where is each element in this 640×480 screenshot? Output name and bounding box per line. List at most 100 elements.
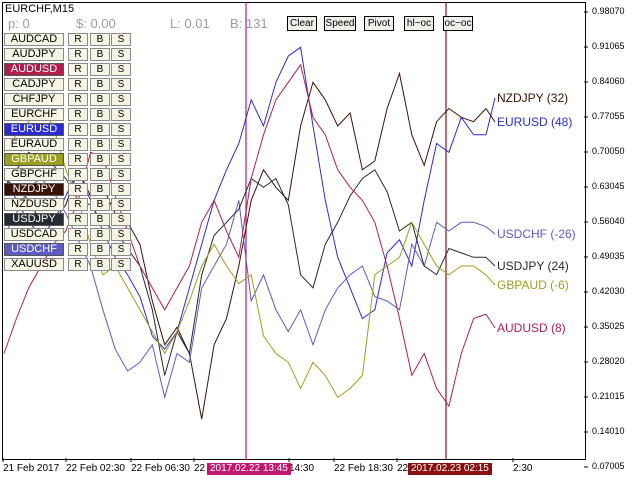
- b-button[interactable]: B: [90, 123, 110, 136]
- series-connector-audusd: [485, 313, 496, 329]
- b-button[interactable]: B: [90, 228, 110, 241]
- y-tick-label: 0.35025: [592, 321, 625, 331]
- x-tick-label: 22 F: [397, 463, 418, 474]
- x-tick-label: 14:30: [289, 463, 315, 474]
- x-tick-label: 22 Feb 06:30: [131, 463, 190, 474]
- speed-button[interactable]: Speed: [324, 16, 356, 31]
- s-button[interactable]: S: [111, 123, 131, 136]
- series-connector-gbpaud: [485, 274, 496, 286]
- r-button[interactable]: R: [68, 168, 88, 181]
- r-button[interactable]: R: [68, 33, 88, 46]
- clear-button[interactable]: Clear: [287, 16, 317, 31]
- series-line-usdchf: [3, 177, 487, 400]
- s-button[interactable]: S: [111, 48, 131, 61]
- b-button[interactable]: B: [90, 78, 110, 91]
- b-button[interactable]: B: [90, 48, 110, 61]
- series-label-nzdjpy: EURUSD (48): [497, 115, 573, 129]
- r-button[interactable]: R: [68, 228, 88, 241]
- y-tick-label: 0.98070: [592, 6, 625, 16]
- symbol-button-audjpy[interactable]: AUDJPY: [4, 48, 64, 61]
- y-tick-label: 0.63045: [592, 181, 625, 191]
- series-label-usdjpy: USDJPY (24): [497, 259, 569, 273]
- profit-readout: $: 0.00: [76, 16, 116, 31]
- series-connector-usdjpy: [485, 256, 496, 267]
- x-tick-label: 22 Feb 02:30: [66, 463, 125, 474]
- r-button[interactable]: R: [68, 198, 88, 211]
- r-button[interactable]: R: [68, 123, 88, 136]
- x-tick-label: 2:30: [513, 463, 533, 474]
- symbol-button-chfjpy[interactable]: CHFJPY: [4, 93, 64, 106]
- symbol-button-audcad[interactable]: AUDCAD: [4, 33, 64, 46]
- b-button[interactable]: B: [90, 138, 110, 151]
- plot-area[interactable]: [2, 2, 586, 460]
- bar-count-readout: B: 131: [230, 16, 268, 31]
- symbol-button-audusd[interactable]: AUDUSD: [4, 63, 64, 76]
- symbol-button-gbpaud[interactable]: GBPAUD: [4, 153, 64, 166]
- b-button[interactable]: B: [90, 108, 110, 121]
- s-button[interactable]: S: [111, 63, 131, 76]
- marker-label-2: 2017.02.23 02:15: [408, 463, 492, 475]
- b-button[interactable]: B: [90, 168, 110, 181]
- s-button[interactable]: S: [111, 153, 131, 166]
- r-button[interactable]: R: [68, 243, 88, 256]
- s-button[interactable]: S: [111, 258, 131, 271]
- s-button[interactable]: S: [111, 33, 131, 46]
- series-connector-eurusd: [485, 97, 496, 135]
- series-connector-usdchf: [485, 226, 496, 235]
- series-label-gbpaud: GBPAUD (-6): [497, 278, 569, 292]
- s-button[interactable]: S: [111, 138, 131, 151]
- s-button[interactable]: S: [111, 93, 131, 106]
- s-button[interactable]: S: [111, 108, 131, 121]
- s-button[interactable]: S: [111, 228, 131, 241]
- y-tick-label: 0.84060: [592, 76, 625, 86]
- r-button[interactable]: R: [68, 213, 88, 226]
- y-tick-label: 0.56040: [592, 216, 625, 226]
- x-tick-label: 21 Feb 2017: [3, 463, 60, 474]
- r-button[interactable]: R: [68, 78, 88, 91]
- s-button[interactable]: S: [111, 78, 131, 91]
- s-button[interactable]: S: [111, 183, 131, 196]
- s-button[interactable]: S: [111, 168, 131, 181]
- y-tick-label: 0.77055: [592, 111, 625, 121]
- symbol-button-eurusd[interactable]: EURUSD: [4, 123, 64, 136]
- b-button[interactable]: B: [90, 33, 110, 46]
- b-button[interactable]: B: [90, 183, 110, 196]
- r-button[interactable]: R: [68, 138, 88, 151]
- r-button[interactable]: R: [68, 48, 88, 61]
- b-button[interactable]: B: [90, 153, 110, 166]
- b-button[interactable]: B: [90, 93, 110, 106]
- oc-oc-button[interactable]: oc~oc: [443, 16, 473, 31]
- b-button[interactable]: B: [90, 63, 110, 76]
- symbol-button-cadjpy[interactable]: CADJPY: [4, 78, 64, 91]
- b-button[interactable]: B: [90, 213, 110, 226]
- b-button[interactable]: B: [90, 258, 110, 271]
- r-button[interactable]: R: [68, 63, 88, 76]
- x-tick-label: 22: [194, 463, 206, 474]
- series-connector-nzdjpy: [485, 108, 496, 123]
- r-button[interactable]: R: [68, 183, 88, 196]
- symbol-button-usdjpy[interactable]: USDJPY: [4, 213, 64, 226]
- b-button[interactable]: B: [90, 198, 110, 211]
- r-button[interactable]: R: [68, 93, 88, 106]
- hl-oc-button[interactable]: hl~oc: [404, 16, 434, 31]
- b-button[interactable]: B: [90, 243, 110, 256]
- s-button[interactable]: S: [111, 198, 131, 211]
- symbol-button-usdchf[interactable]: USDCHF: [4, 243, 64, 256]
- r-button[interactable]: R: [68, 153, 88, 166]
- series-label-usdchf: USDCHF (-26): [497, 227, 576, 241]
- pivot-button[interactable]: Pivot: [364, 16, 394, 31]
- symbol-button-xauusd[interactable]: XAUUSD: [4, 258, 64, 271]
- r-button[interactable]: R: [68, 108, 88, 121]
- s-button[interactable]: S: [111, 213, 131, 226]
- symbol-button-euraud[interactable]: EURAUD: [4, 138, 64, 151]
- symbol-button-gbpchf[interactable]: GBPCHF: [4, 168, 64, 181]
- y-tick-label: 0.70050: [592, 146, 625, 156]
- r-button[interactable]: R: [68, 258, 88, 271]
- symbol-button-eurchf[interactable]: EURCHF: [4, 108, 64, 121]
- chart-title: EURCHF,M15: [5, 3, 75, 15]
- symbol-button-usdcad[interactable]: USDCAD: [4, 228, 64, 241]
- symbol-button-nzdusd[interactable]: NZDUSD: [4, 198, 64, 211]
- position-count: p: 0: [8, 16, 30, 31]
- s-button[interactable]: S: [111, 243, 131, 256]
- symbol-button-nzdjpy[interactable]: NZDJPY: [4, 183, 64, 196]
